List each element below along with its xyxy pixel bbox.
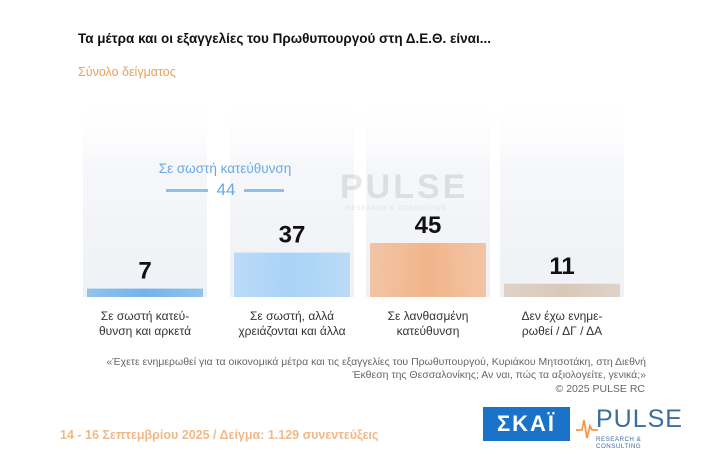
pulse-heartbeat-icon — [576, 419, 598, 439]
chart-subtitle: Σύνολο δείγματος — [78, 65, 176, 79]
value-label-4: 11 — [549, 253, 574, 280]
annotation-value: 44 — [216, 180, 236, 199]
bar-2 — [234, 252, 350, 297]
skai-logo: ΣΚΑΪ — [483, 407, 570, 441]
category-label-3: κατεύθυνση — [397, 324, 460, 338]
annotation-label: Σε σωστή κατεύθυνση — [158, 161, 292, 176]
category-label-1: θυνση και αρκετά — [99, 324, 191, 338]
value-label-1: 7 — [138, 258, 151, 285]
pulse-logo: PULSE RESEARCH & CONSULTING — [576, 405, 682, 450]
copyright: © 2025 PULSE RC — [555, 383, 645, 395]
value-label-3: 45 — [415, 212, 442, 239]
category-label-2: Σε σωστή, αλλά — [250, 309, 334, 323]
pulse-logo-text: PULSE — [596, 405, 683, 433]
chart-title: Τα μέτρα και οι εξαγγελίες του Πρωθυπουρ… — [78, 31, 491, 46]
bar-1 — [87, 288, 203, 297]
category-label-4: ρωθεί / ΔΓ / ΔΑ — [522, 324, 602, 338]
annotation-line-left — [166, 189, 208, 192]
annotation-line-right — [244, 189, 284, 192]
pulse-logo-subtext: RESEARCH & CONSULTING — [596, 436, 642, 450]
fieldwork-info: 14 - 16 Σεπτεμβρίου 2025 / Δείγμα: 1.129… — [60, 428, 379, 442]
category-label-4: Δεν έχω ενημε- — [521, 309, 602, 323]
value-label-2: 37 — [279, 222, 306, 249]
bar-4 — [504, 283, 620, 297]
category-label-1: Σε σωστή κατεύ- — [101, 309, 189, 323]
column-background — [83, 96, 207, 297]
category-label-2: χρειάζονται και άλλα — [238, 324, 345, 338]
bar-3 — [370, 243, 486, 297]
column-background — [500, 96, 624, 297]
question-footnote: «Έχετε ενημερωθεί για τα οικονομικά μέτρ… — [106, 356, 646, 381]
category-label-3: Σε λανθασμένη — [388, 309, 469, 323]
